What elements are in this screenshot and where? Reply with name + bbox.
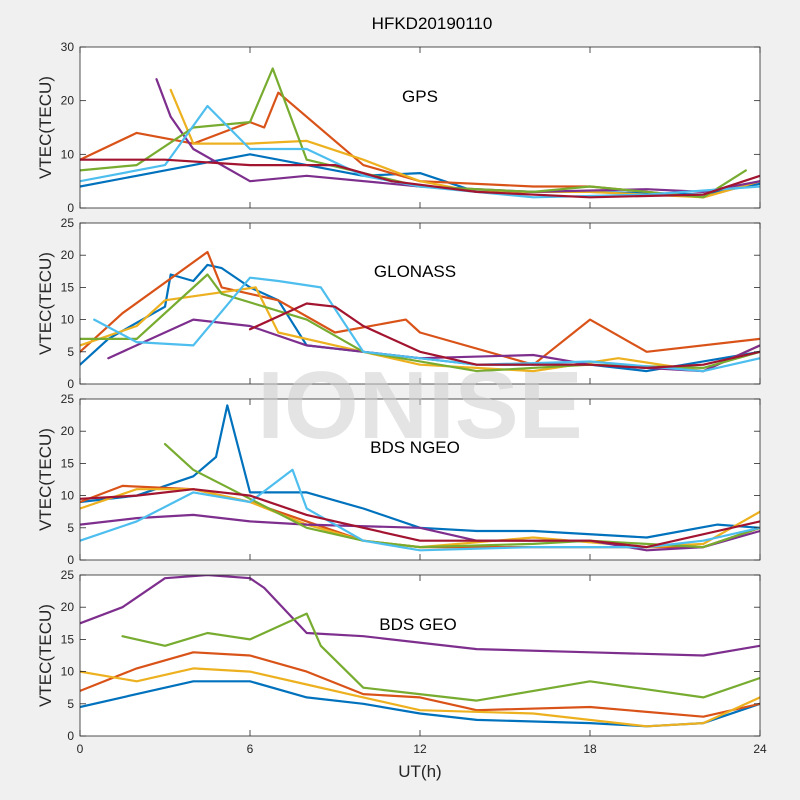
- panel-1: 0 10 20 30 VTEC(TECU) GPS: [36, 40, 761, 215]
- panel-title: GLONASS: [374, 262, 456, 281]
- series-line-7: [80, 158, 760, 199]
- x-tick-label: 0: [77, 742, 84, 756]
- y-tick-label: 30: [61, 40, 75, 54]
- y-axis-label: VTEC(TECU): [36, 428, 55, 531]
- y-tick-label: 20: [61, 94, 75, 108]
- y-tick-label: 0: [67, 553, 74, 567]
- y-tick-label: 10: [61, 313, 75, 327]
- y-tick-label: 20: [61, 248, 75, 262]
- x-tick-label: 24: [753, 742, 767, 756]
- panel-title: GPS: [402, 87, 438, 106]
- y-tick-label: 20: [61, 600, 75, 614]
- panel-4: 0 6 12 18 24 0 5 10 15 20 25 VTEC(TECU) BDS GEO: [36, 568, 767, 756]
- series-line-3: [80, 286, 760, 373]
- panel-3: 0 5 10 15 20 25 VTEC(TECU) BDS NGEO: [36, 392, 761, 567]
- y-tick-label: 5: [67, 521, 74, 535]
- y-tick-label: 25: [61, 216, 75, 230]
- y-tick-label: 10: [61, 489, 75, 503]
- series-line-2: [80, 250, 760, 366]
- series-group: [80, 250, 760, 373]
- series-line-4: [155, 78, 760, 193]
- y-axis-label: VTEC(TECU): [36, 604, 55, 707]
- series-group: [80, 67, 760, 199]
- y-tick-label: 10: [61, 665, 75, 679]
- series-line-5: [121, 612, 760, 702]
- y-tick-label: 5: [67, 697, 74, 711]
- series-line-1: [80, 404, 760, 539]
- series-line-5: [80, 67, 747, 199]
- series-line-2: [80, 651, 760, 718]
- series-line-7: [248, 302, 760, 369]
- series-line-6: [93, 276, 760, 373]
- y-tick-label: 15: [61, 280, 75, 294]
- panel-2: 0 5 10 15 20 25 VTEC(TECU) GLONASS: [36, 216, 761, 391]
- series-line-5: [163, 443, 760, 549]
- figure-title: HFKD20190110: [372, 14, 493, 33]
- series-line-6: [80, 104, 760, 199]
- y-tick-label: 25: [61, 392, 75, 406]
- panel-title: BDS NGEO: [370, 438, 460, 457]
- plot-area: [80, 399, 760, 560]
- panels-group: 0 10 20 30 VTEC(TECU) GPS 0 5 10 15 20 25 VTEC(TECU)…: [36, 40, 767, 756]
- y-axis-label: VTEC(TECU): [36, 76, 55, 179]
- y-tick-label: 10: [61, 147, 75, 161]
- x-tick-label: 18: [583, 742, 597, 756]
- series-group: [80, 404, 760, 552]
- y-tick-label: 15: [61, 456, 75, 470]
- x-tick-label: 6: [247, 742, 254, 756]
- series-line-4: [80, 575, 760, 657]
- y-tick-label: 25: [61, 568, 75, 582]
- y-axis-label: VTEC(TECU): [36, 252, 55, 355]
- y-tick-label: 0: [67, 377, 74, 391]
- y-tick-label: 5: [67, 345, 74, 359]
- series-line-7: [80, 488, 760, 549]
- series-line-3: [80, 667, 760, 728]
- y-tick-label: 20: [61, 424, 75, 438]
- y-tick-label: 0: [67, 729, 74, 743]
- y-tick-label: 15: [61, 632, 75, 646]
- series-line-4: [80, 513, 760, 552]
- x-axis-label: UT(h): [398, 762, 441, 781]
- panel-title: BDS GEO: [379, 615, 456, 634]
- x-tick-label: 12: [413, 742, 427, 756]
- watermark: IONISE: [257, 352, 582, 459]
- y-tick-label: 0: [67, 201, 74, 215]
- series-group: [80, 575, 760, 728]
